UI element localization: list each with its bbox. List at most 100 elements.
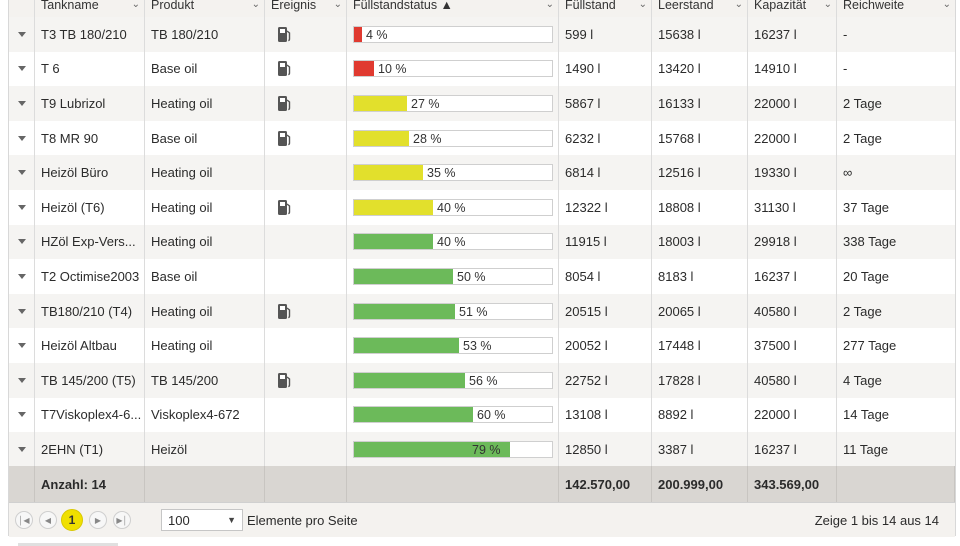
cell-produkt: Viskoplex4-672 [145,397,265,433]
table-row[interactable]: Heizöl (T6) Heating oil 40 % 12322 l 18808 l… [9,190,955,225]
cell-kapazitaet: 16237 l [748,259,837,294]
row-expander[interactable] [9,432,35,467]
scrollbar-remnant[interactable] [18,543,118,546]
chevron-down-icon[interactable]: ⌄ [638,0,647,10]
chevron-down-icon[interactable] [17,412,26,418]
chevron-down-icon[interactable] [17,446,26,452]
chevron-down-icon[interactable] [17,377,26,383]
chevron-down-icon[interactable]: ⌄ [942,0,951,10]
header-label: Reichweite [843,0,905,12]
cell-ereignis [265,86,347,121]
chevron-down-icon[interactable] [17,135,26,141]
table-row[interactable]: TB180/210 (T4) Heating oil 51 % 20515 l 2006… [9,293,955,329]
header-fuellstandstatus[interactable]: Füllstandstatus ▲ ⌄ [347,0,559,17]
cell-reichweite: 2 Tage [843,95,882,111]
table-row[interactable]: HZöl Exp-Vers... Heating oil 40 % 11915 l 18… [9,224,955,260]
chevron-down-icon[interactable]: ⌄ [823,0,832,10]
header-reichweite[interactable]: Reichweite ⌄ [837,0,955,17]
cell-produkt: TB 180/210 [145,17,265,52]
fuel-pump-icon[interactable] [277,130,291,147]
header-produkt[interactable]: Produkt ⌄ [145,0,265,17]
chevron-down-icon[interactable]: ⌄ [131,0,140,10]
chevron-down-icon[interactable]: ⌄ [734,0,743,10]
prev-page-icon[interactable]: ◀ [39,511,57,529]
row-expander[interactable] [9,224,35,260]
fill-level-bar-fill [354,61,374,77]
chevron-down-icon[interactable] [17,343,26,349]
fuel-pump-icon[interactable] [277,199,291,216]
header-tankname[interactable]: Tankname ⌄ [35,0,145,17]
row-expander[interactable] [9,86,35,121]
cell-reichweite: - [843,26,848,42]
fill-level-percent: 79 % [472,442,501,457]
footer-spacer [9,466,35,502]
row-expander[interactable] [9,17,35,52]
chevron-down-icon[interactable] [17,31,26,37]
header-label: Kapazität [754,0,807,12]
fuel-pump-icon[interactable] [277,95,291,112]
cell-ereignis [265,51,347,87]
row-expander[interactable] [9,363,35,398]
row-expander[interactable] [9,190,35,225]
fuel-pump-icon[interactable] [277,26,291,43]
chevron-down-icon[interactable] [17,204,26,210]
fill-level-bar-fill [354,441,510,457]
table-row[interactable]: 2EHN (T1) Heizöl 79 % 12850 l 3387 l 16237 l 1… [9,432,955,467]
fill-level-bar-fill [354,199,433,215]
fuel-pump-icon[interactable] [277,60,291,77]
row-expander[interactable] [9,155,35,190]
chevron-down-icon[interactable] [17,170,26,176]
pager: │◀ ◀ 1 ▶ ▶│ 100 ▼ Elemente pro Seite Zeig… [9,502,955,537]
cell-tankname: TB180/210 (T4) [35,293,145,329]
chevron-down-icon[interactable]: ⌄ [251,0,260,10]
table-row[interactable]: T7Viskoplex4-6... Viskoplex4-672 60 % 13108… [9,397,955,433]
header-leerstand[interactable]: Leerstand ⌄ [652,0,748,17]
table-row[interactable]: T3 TB 180/210 TB 180/210 4 % 599 l 15638 l 16… [9,17,955,52]
last-page-icon[interactable]: ▶│ [113,511,131,529]
next-page-icon[interactable]: ▶ [89,511,107,529]
table-row[interactable]: TB 145/200 (T5) TB 145/200 56 % 22752 l 1782… [9,363,955,398]
current-page-button[interactable]: 1 [61,509,83,531]
cell-fuellstandstatus: 28 % [347,120,559,156]
row-expander[interactable] [9,397,35,433]
cell-leerstand: 15638 l [652,17,748,52]
row-expander[interactable] [9,120,35,156]
chevron-down-icon[interactable] [17,66,26,72]
cell-tankname: T3 TB 180/210 [35,17,145,52]
chevron-down-icon[interactable]: ⌄ [545,0,554,10]
row-expander[interactable] [9,328,35,363]
header-ereignis[interactable]: Ereignis ⌄ [265,0,347,17]
chevron-down-icon[interactable] [17,273,26,279]
table-row[interactable]: T 6 Base oil 10 % 1490 l 13420 l 14910 l- [9,51,955,87]
fuel-pump-icon[interactable] [277,372,291,389]
fill-level-bar: 79 % [353,440,553,458]
fill-level-percent: 53 % [463,339,492,354]
page-size-select[interactable]: 100 ▼ [161,509,243,531]
chevron-down-icon[interactable] [17,239,26,245]
cell-leerstand: 13420 l [652,51,748,87]
cell-produkt: Heizöl [145,432,265,467]
cell-ereignis [265,397,347,433]
first-page-icon[interactable]: │◀ [15,511,33,529]
fill-level-percent: 10 % [378,62,407,77]
fuel-pump-icon[interactable] [277,303,291,320]
chevron-down-icon[interactable]: ⌄ [333,0,342,10]
header-kapazitaet[interactable]: Kapazität ⌄ [748,0,837,17]
header-fuellstand[interactable]: Füllstand ⌄ [559,0,652,17]
cell-fuellstand: 20052 l [559,328,652,363]
cell-fuellstandstatus: 79 % [347,432,559,467]
row-expander[interactable] [9,293,35,329]
cell-kapazitaet: 22000 l [748,86,837,121]
row-expander[interactable] [9,259,35,294]
chevron-down-icon[interactable] [17,100,26,106]
row-expander[interactable] [9,51,35,87]
table-row[interactable]: Heizöl Altbau Heating oil 53 % 20052 l 17448… [9,328,955,363]
chevron-down-icon[interactable] [17,308,26,314]
cell-tankname: T9 Lubrizol [35,86,145,121]
cell-fuellstandstatus: 50 % [347,259,559,294]
cell-reichweite: 338 Tage [843,234,897,250]
table-row[interactable]: T8 MR 90 Base oil 28 % 6232 l 15768 l 22000 l… [9,120,955,156]
